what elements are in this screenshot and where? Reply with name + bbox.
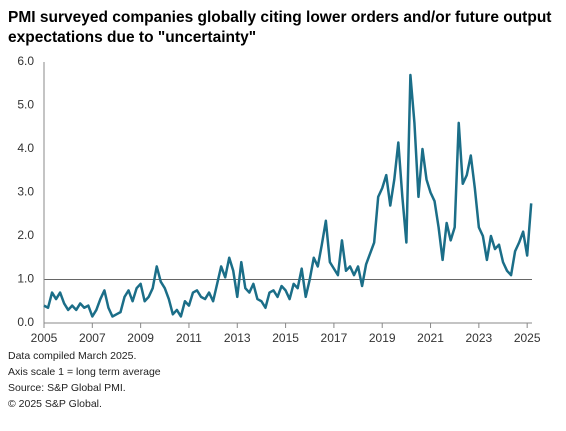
chart-title: PMI surveyed companies globally citing l…	[8, 9, 551, 26]
x-tick-label: 2023	[465, 331, 492, 345]
x-tick-label: 2017	[321, 331, 348, 345]
x-tick-label: 2025	[514, 331, 541, 345]
data-line	[43, 73, 533, 318]
y-tick-label: 0.0	[17, 315, 34, 329]
x-tick-label: 2009	[127, 331, 154, 345]
note: Data compiled March 2025.	[8, 350, 136, 362]
x-tick-label: 2013	[224, 331, 251, 345]
y-tick-label: 3.0	[17, 185, 34, 199]
x-tick-label: 2007	[79, 331, 106, 345]
y-tick-label: 4.0	[17, 141, 34, 155]
x-tick-label: 2011	[176, 331, 202, 345]
chart-title: expectations due to "uncertainty"	[8, 29, 256, 46]
y-tick-label: 5.0	[17, 98, 34, 112]
note: © 2025 S&P Global.	[8, 398, 102, 410]
y-tick-label: 6.0	[17, 54, 34, 68]
x-tick-label: 2021	[417, 331, 444, 345]
y-tick-label: 2.0	[17, 228, 34, 242]
x-tick-label: 2005	[31, 331, 58, 345]
note: Axis scale 1 = long term average	[8, 366, 161, 378]
note: Source: S&P Global PMI.	[8, 382, 126, 394]
x-tick-label: 2019	[369, 331, 396, 345]
x-tick-label: 2015	[272, 331, 299, 345]
y-tick-label: 1.0	[17, 272, 34, 286]
